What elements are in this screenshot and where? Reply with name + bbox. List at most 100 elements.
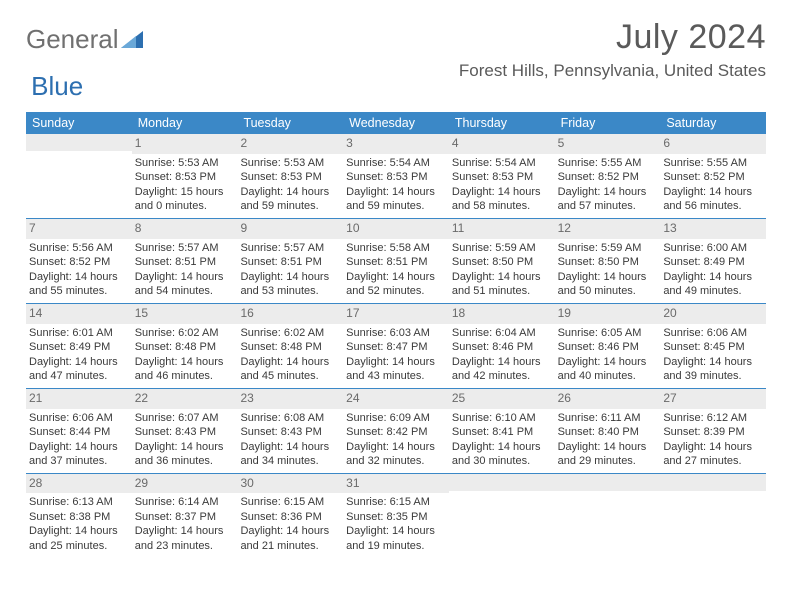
sunrise-text: Sunrise: 5:54 AM (346, 156, 446, 171)
daylight-text: Daylight: 14 hours and 47 minutes. (29, 355, 129, 384)
sunset-text: Sunset: 8:53 PM (346, 170, 446, 185)
dow-thu: Thursday (449, 112, 555, 134)
day-number: 9 (237, 219, 343, 239)
day-cell: 7Sunrise: 5:56 AMSunset: 8:52 PMDaylight… (26, 219, 132, 304)
day-number: 11 (449, 219, 555, 239)
sunset-text: Sunset: 8:43 PM (135, 425, 235, 440)
daylight-text: Daylight: 14 hours and 21 minutes. (240, 524, 340, 553)
day-cell (555, 474, 661, 558)
logo: General (26, 18, 145, 55)
sunset-text: Sunset: 8:39 PM (663, 425, 763, 440)
day-number: 6 (660, 134, 766, 154)
sunrise-text: Sunrise: 6:13 AM (29, 495, 129, 510)
sunset-text: Sunset: 8:46 PM (452, 340, 552, 355)
daylight-text: Daylight: 14 hours and 55 minutes. (29, 270, 129, 299)
day-number: 16 (237, 304, 343, 324)
sunset-text: Sunset: 8:50 PM (558, 255, 658, 270)
day-cell: 11Sunrise: 5:59 AMSunset: 8:50 PMDayligh… (449, 219, 555, 304)
sunset-text: Sunset: 8:53 PM (240, 170, 340, 185)
weeks-container: 1Sunrise: 5:53 AMSunset: 8:53 PMDaylight… (26, 134, 766, 557)
sunrise-text: Sunrise: 6:06 AM (663, 326, 763, 341)
day-cell: 1Sunrise: 5:53 AMSunset: 8:53 PMDaylight… (132, 134, 238, 219)
day-number: 23 (237, 389, 343, 409)
sunrise-text: Sunrise: 6:08 AM (240, 411, 340, 426)
day-cell: 27Sunrise: 6:12 AMSunset: 8:39 PMDayligh… (660, 389, 766, 474)
dow-wed: Wednesday (343, 112, 449, 134)
day-cell (26, 134, 132, 219)
day-number (26, 134, 132, 151)
sunrise-text: Sunrise: 6:03 AM (346, 326, 446, 341)
sunset-text: Sunset: 8:49 PM (29, 340, 129, 355)
day-number (555, 474, 661, 491)
sunset-text: Sunset: 8:35 PM (346, 510, 446, 525)
sunrise-text: Sunrise: 5:58 AM (346, 241, 446, 256)
sunrise-text: Sunrise: 6:01 AM (29, 326, 129, 341)
daylight-text: Daylight: 14 hours and 23 minutes. (135, 524, 235, 553)
sunrise-text: Sunrise: 5:56 AM (29, 241, 129, 256)
sunset-text: Sunset: 8:51 PM (135, 255, 235, 270)
day-number: 1 (132, 134, 238, 154)
week-row: 14Sunrise: 6:01 AMSunset: 8:49 PMDayligh… (26, 304, 766, 389)
day-cell: 8Sunrise: 5:57 AMSunset: 8:51 PMDaylight… (132, 219, 238, 304)
day-number: 3 (343, 134, 449, 154)
sunrise-text: Sunrise: 5:55 AM (663, 156, 763, 171)
day-number (660, 474, 766, 491)
day-number: 28 (26, 474, 132, 494)
day-number (449, 474, 555, 491)
dow-tue: Tuesday (237, 112, 343, 134)
sunset-text: Sunset: 8:36 PM (240, 510, 340, 525)
day-cell: 16Sunrise: 6:02 AMSunset: 8:48 PMDayligh… (237, 304, 343, 389)
daylight-text: Daylight: 14 hours and 59 minutes. (346, 185, 446, 214)
day-number: 2 (237, 134, 343, 154)
daylight-text: Daylight: 14 hours and 51 minutes. (452, 270, 552, 299)
day-cell: 21Sunrise: 6:06 AMSunset: 8:44 PMDayligh… (26, 389, 132, 474)
sunrise-text: Sunrise: 5:57 AM (240, 241, 340, 256)
daylight-text: Daylight: 14 hours and 30 minutes. (452, 440, 552, 469)
sunset-text: Sunset: 8:45 PM (663, 340, 763, 355)
sunrise-text: Sunrise: 6:09 AM (346, 411, 446, 426)
day-number: 25 (449, 389, 555, 409)
daylight-text: Daylight: 14 hours and 46 minutes. (135, 355, 235, 384)
daylight-text: Daylight: 14 hours and 34 minutes. (240, 440, 340, 469)
logo-text-blue: Blue (31, 71, 83, 102)
daylight-text: Daylight: 14 hours and 40 minutes. (558, 355, 658, 384)
day-number: 14 (26, 304, 132, 324)
dow-fri: Friday (555, 112, 661, 134)
sunrise-text: Sunrise: 6:07 AM (135, 411, 235, 426)
sunset-text: Sunset: 8:41 PM (452, 425, 552, 440)
day-cell: 6Sunrise: 5:55 AMSunset: 8:52 PMDaylight… (660, 134, 766, 219)
logo-text-general: General (26, 24, 119, 55)
daylight-text: Daylight: 14 hours and 45 minutes. (240, 355, 340, 384)
day-number: 29 (132, 474, 238, 494)
week-row: 21Sunrise: 6:06 AMSunset: 8:44 PMDayligh… (26, 389, 766, 474)
day-cell: 12Sunrise: 5:59 AMSunset: 8:50 PMDayligh… (555, 219, 661, 304)
dow-mon: Monday (132, 112, 238, 134)
day-cell (449, 474, 555, 558)
day-number: 31 (343, 474, 449, 494)
day-number: 8 (132, 219, 238, 239)
day-cell: 3 Sunrise: 5:54 AMSunset: 8:53 PMDaylight… (343, 134, 449, 219)
calendar: Sunday Monday Tuesday Wednesday Thursday… (26, 112, 766, 557)
logo-triangle-icon (121, 24, 143, 55)
day-cell: 20Sunrise: 6:06 AMSunset: 8:45 PMDayligh… (660, 304, 766, 389)
day-number: 17 (343, 304, 449, 324)
location: Forest Hills, Pennsylvania, United State… (459, 61, 766, 81)
sunset-text: Sunset: 8:42 PM (346, 425, 446, 440)
sunrise-text: Sunrise: 5:55 AM (558, 156, 658, 171)
day-number: 22 (132, 389, 238, 409)
daylight-text: Daylight: 14 hours and 32 minutes. (346, 440, 446, 469)
day-cell: 9Sunrise: 5:57 AMSunset: 8:51 PMDaylight… (237, 219, 343, 304)
sunset-text: Sunset: 8:47 PM (346, 340, 446, 355)
daylight-text: Daylight: 14 hours and 43 minutes. (346, 355, 446, 384)
week-row: 28Sunrise: 6:13 AMSunset: 8:38 PMDayligh… (26, 474, 766, 558)
day-number: 12 (555, 219, 661, 239)
day-cell: 10Sunrise: 5:58 AMSunset: 8:51 PMDayligh… (343, 219, 449, 304)
sunrise-text: Sunrise: 6:14 AM (135, 495, 235, 510)
sunrise-text: Sunrise: 6:10 AM (452, 411, 552, 426)
day-cell: 29Sunrise: 6:14 AMSunset: 8:37 PMDayligh… (132, 474, 238, 558)
sunrise-text: Sunrise: 6:11 AM (558, 411, 658, 426)
sunrise-text: Sunrise: 5:59 AM (558, 241, 658, 256)
day-cell: 4Sunrise: 5:54 AMSunset: 8:53 PMDaylight… (449, 134, 555, 219)
day-number: 7 (26, 219, 132, 239)
daylight-text: Daylight: 14 hours and 49 minutes. (663, 270, 763, 299)
